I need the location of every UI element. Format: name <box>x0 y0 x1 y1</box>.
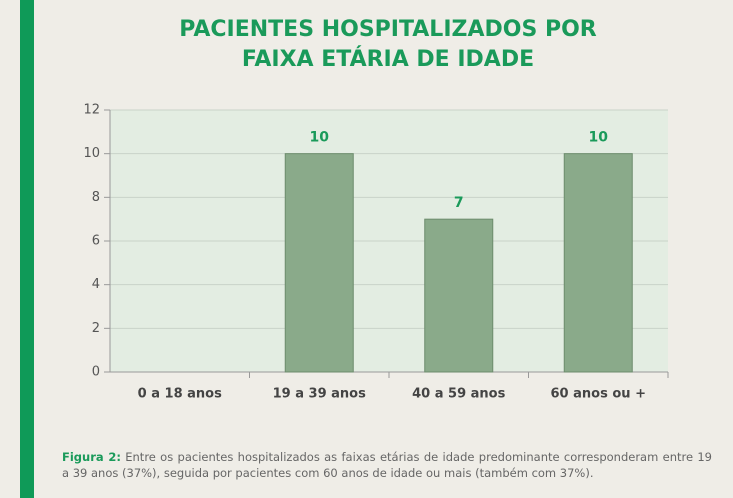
x-tick-label: 60 anos ou + <box>551 387 646 402</box>
x-tick-label: 0 a 18 anos <box>138 387 222 402</box>
caption-text: Entre os pacientes hospitalizados as fai… <box>62 450 712 480</box>
x-tick-label: 19 a 39 anos <box>273 387 366 402</box>
caption: Figura 2: Entre os pacientes hospitaliza… <box>62 449 712 481</box>
y-tick-label: 8 <box>92 190 100 205</box>
caption-label: Figura 2: <box>62 450 121 464</box>
bar <box>563 153 633 373</box>
chart-title: PACIENTES HOSPITALIZADOS POR <box>179 17 597 42</box>
bar <box>284 153 354 373</box>
y-tick-label: 10 <box>83 146 100 161</box>
chart: PACIENTES HOSPITALIZADOS POR FAIXA ETÁRI… <box>83 17 669 402</box>
y-tick-label: 0 <box>92 365 100 380</box>
side-stripe <box>20 0 34 498</box>
chart-title: FAIXA ETÁRIA DE IDADE <box>242 46 534 72</box>
value-label: 7 <box>454 195 464 211</box>
y-tick-label: 4 <box>92 277 100 292</box>
value-label: 10 <box>310 130 330 146</box>
y-tick-label: 6 <box>92 234 100 249</box>
y-tick-label: 12 <box>83 103 100 118</box>
bar <box>424 218 494 373</box>
value-label: 10 <box>589 130 609 146</box>
y-tick-label: 2 <box>92 321 100 336</box>
x-tick-label: 40 a 59 anos <box>412 387 505 402</box>
